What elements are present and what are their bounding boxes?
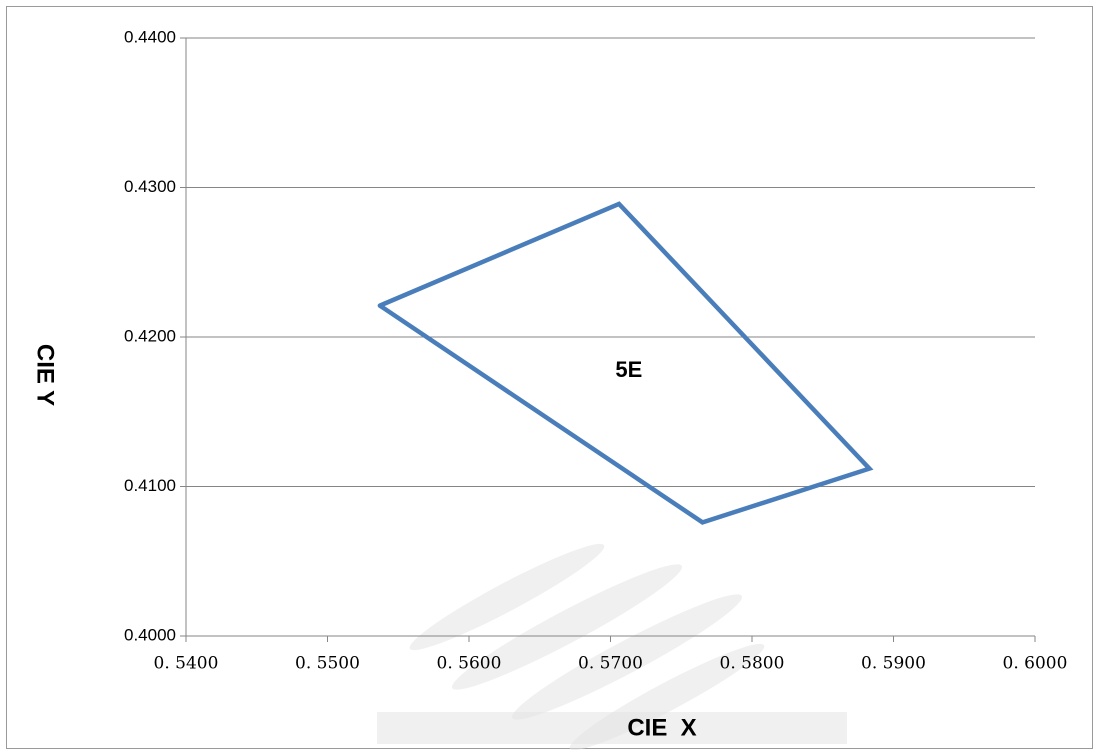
x-axis-ticks: 0. 5400 0. 5500 0. 5600 0. 5700 0. 5800 0. 59… bbox=[154, 636, 1068, 674]
x-tick-label: 0. 5500 bbox=[295, 654, 360, 674]
chart-frame: 0.4000 0.4100 0.4200 0.4300 0.4400 0. 5400 0.… bbox=[6, 6, 1093, 750]
x-tick-label: 0. 5900 bbox=[861, 654, 926, 674]
x-tick-label: 0. 5600 bbox=[437, 654, 502, 674]
series-group bbox=[377, 201, 874, 525]
watermark-graphic bbox=[377, 543, 847, 750]
y-tick-label: 0.4300 bbox=[124, 177, 176, 196]
x-tick-label: 0. 5400 bbox=[154, 654, 219, 674]
x-tick-label: 0. 5700 bbox=[578, 654, 643, 674]
y-tick-label: 0.4100 bbox=[124, 476, 176, 495]
x-tick-label: 0. 6000 bbox=[1003, 654, 1068, 674]
y-axis-ticks: 0.4000 0.4100 0.4200 0.4300 0.4400 bbox=[124, 27, 186, 644]
x-tick-label: 0. 5800 bbox=[720, 654, 785, 674]
y-axis-title: CIE Y bbox=[32, 344, 59, 406]
x-axis-title: CIE X bbox=[627, 714, 696, 741]
region-label-5e: 5E bbox=[615, 357, 642, 382]
y-tick-label: 0.4400 bbox=[124, 27, 176, 46]
y-tick-label: 0.4000 bbox=[124, 625, 176, 644]
gridlines bbox=[186, 37, 1035, 487]
y-tick-label: 0.4200 bbox=[124, 326, 176, 345]
